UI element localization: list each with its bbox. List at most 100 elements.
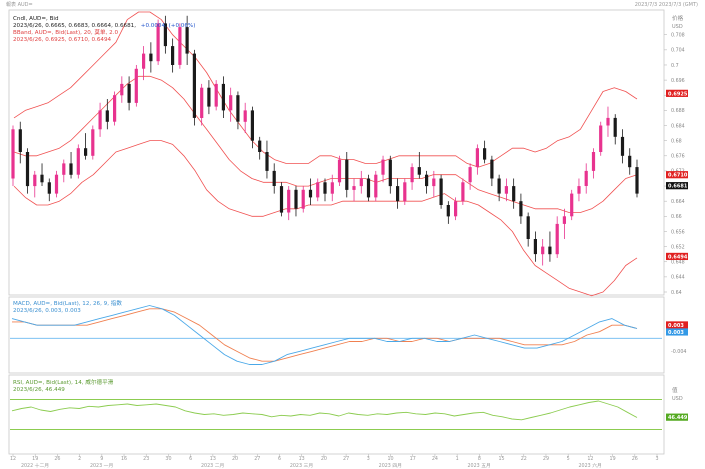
candle-body — [214, 83, 218, 107]
candle-body — [570, 193, 574, 217]
y-tick-label: 0.652 — [671, 244, 685, 250]
candle-body — [512, 186, 516, 202]
candle-body — [533, 239, 537, 255]
y-tick-label: 0.696 — [671, 78, 685, 84]
macd-lines — [10, 305, 662, 365]
y-tick-label: 0.68 — [671, 138, 682, 144]
candle-body — [279, 186, 284, 213]
main-legend-change: +0.0004, (+0.06%) — [141, 23, 196, 29]
candle-body — [69, 163, 73, 175]
x-tick-label: 8 — [478, 456, 481, 462]
rsi-axis-title: 值 — [672, 386, 678, 394]
candle-body — [323, 182, 327, 194]
candle-body — [403, 182, 407, 202]
candle-body — [207, 87, 211, 107]
candle-body — [577, 186, 581, 194]
candle-body — [562, 216, 566, 224]
x-tick-label: 12 — [587, 456, 593, 462]
rsi-lines — [10, 399, 662, 430]
candle-body — [185, 27, 189, 54]
candle-body — [628, 155, 632, 168]
candle-body — [591, 152, 596, 171]
rsi-legend-values: 2023/6/26, 46.449 — [13, 387, 65, 393]
bband-lower-line — [13, 140, 638, 297]
bband-legend: BBand, AUD=, Bid(Last), 20, 莫单, 2.0 — [13, 28, 118, 36]
x-tick-label: 27 — [343, 456, 349, 462]
candle-body — [316, 182, 320, 198]
candle-body — [497, 178, 501, 194]
badge-bband-middle: 0.6710 — [668, 173, 688, 179]
candle-body — [352, 186, 356, 190]
y-tick-label: 0.664 — [671, 199, 685, 205]
candle-body — [192, 53, 196, 118]
candle-body — [33, 174, 37, 187]
candle-body — [396, 186, 400, 202]
candle-body — [221, 83, 225, 111]
candle-body — [548, 246, 552, 255]
candle-body — [374, 174, 378, 198]
candle-body — [366, 178, 371, 198]
candle-body — [120, 83, 124, 96]
candle-body — [526, 216, 530, 239]
rsi-legend: RSI, AUD=, Bid(Last), 14, 威尔德平滑 — [13, 378, 114, 386]
x-tick-label: 23 — [143, 456, 149, 462]
x-period-label: 2023 六月 — [579, 462, 602, 469]
candle-body — [584, 170, 588, 186]
x-tick-label: 26 — [632, 456, 638, 462]
topbar-right: 2023/7/3 2023/7/3 (GMT) — [635, 2, 698, 8]
candle-body — [620, 136, 625, 156]
y-tick-label: 0.684 — [671, 123, 685, 129]
candle-body — [11, 129, 15, 179]
topbar-left: 報表 AUD= — [6, 1, 33, 8]
candle-body — [156, 23, 160, 62]
candle-body — [18, 129, 22, 152]
candle-body — [236, 95, 240, 122]
candle-body — [475, 148, 479, 168]
macd-line — [11, 305, 638, 365]
x-tick-label: 24 — [432, 456, 438, 462]
x-tick-label: 6 — [278, 456, 281, 462]
candle-body — [113, 95, 117, 122]
badge-last-price: 0.6681 — [668, 184, 688, 190]
x-period-label: 2023 四月 — [379, 463, 402, 469]
candle-body — [359, 178, 363, 187]
badge-rsi-bg — [666, 413, 688, 421]
y-tick-label: 0.656 — [671, 229, 685, 235]
candle-body — [425, 174, 429, 187]
candle-body — [229, 95, 233, 111]
candle-body — [461, 182, 465, 202]
x-tick-label: 2 — [78, 456, 81, 462]
badge-macd-signal: 0.003 — [668, 323, 684, 329]
candle-body — [149, 53, 153, 62]
x-tick-label: 22 — [521, 456, 527, 462]
candle-body — [308, 189, 313, 198]
bband-middle-line — [13, 75, 638, 213]
macd-panel — [8, 296, 665, 374]
candle-body — [490, 159, 494, 179]
candle-body — [381, 159, 385, 175]
candle-body — [330, 182, 334, 194]
y-axis-title: 价格 — [672, 14, 684, 22]
badge-bband-upper-bg — [666, 89, 688, 97]
candle-body — [483, 148, 487, 160]
candle-body — [432, 178, 436, 187]
candle-body — [410, 167, 414, 183]
badge-bband-lower-bg — [666, 252, 688, 261]
x-tick-label: 17 — [410, 456, 416, 462]
x-tick-label: 19 — [32, 456, 38, 462]
bband-legend-values: 2023/6/26, 0.6925, 0.6710, 0.6494 — [13, 37, 112, 43]
candle-body — [388, 159, 392, 187]
candle-body — [40, 174, 44, 183]
x-tick-label: 9 — [100, 456, 103, 462]
candle-body — [555, 223, 559, 255]
candle-body — [250, 110, 254, 141]
y-axis-ticks: 0.7080.7040.70.6960.6920.6880.6840.680.6… — [664, 33, 686, 355]
candle-body — [25, 152, 30, 187]
x-tick-label: 12 — [10, 456, 16, 462]
candle-body — [54, 174, 59, 194]
bband-upper-line — [13, 11, 638, 168]
candle-body — [134, 68, 138, 103]
badge-macd: 0.003 — [668, 330, 684, 336]
